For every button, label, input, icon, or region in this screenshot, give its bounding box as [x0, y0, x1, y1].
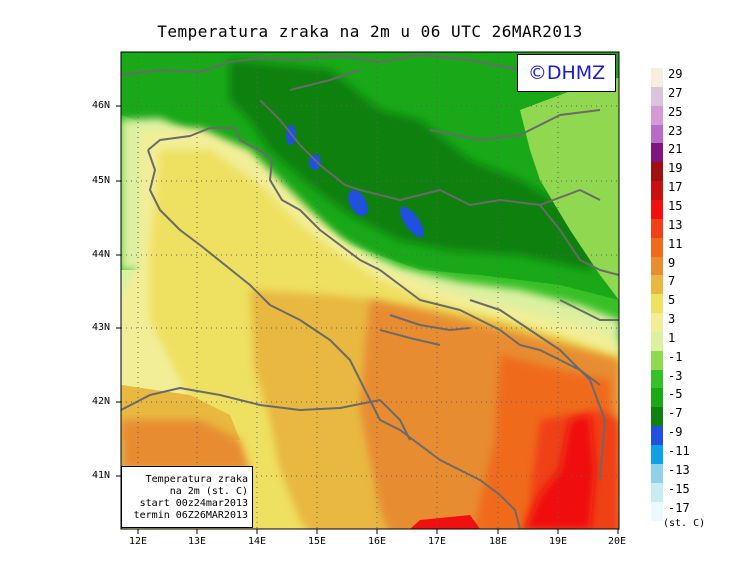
field-dark-green [230, 60, 600, 270]
legend-swatch [651, 256, 663, 276]
field-red [525, 415, 595, 529]
lon-label-20e: 20E [608, 536, 627, 547]
field-red-south [410, 515, 480, 529]
legend-label: 5 [668, 293, 676, 308]
legend-swatch [651, 294, 663, 314]
legend-swatch [651, 331, 663, 351]
legend-label: 11 [668, 236, 683, 251]
legend-swatch [651, 143, 663, 163]
info-line-4: termin 06Z26MAR2013 [133, 510, 248, 521]
lat-label-45n: 45N [92, 175, 111, 186]
legend-label: -3 [668, 368, 683, 383]
info-line-2: na 2m (st. C) [169, 486, 248, 497]
info-line-3: start 00z24mar2013 [139, 498, 248, 509]
cold-spot-4 [400, 206, 424, 238]
legend-label: -17 [668, 500, 690, 515]
legend-swatch [651, 501, 663, 521]
legend-swatch [651, 313, 663, 333]
field-light-green-east [520, 78, 619, 300]
legend-swatch [651, 105, 663, 125]
legend-label: 29 [668, 67, 683, 81]
lat-label-42n: 42N [92, 396, 111, 407]
legend-label: 3 [668, 312, 676, 327]
legend-swatch [651, 482, 663, 502]
legend-label: 1 [668, 330, 676, 345]
legend-label: 15 [668, 198, 683, 213]
cold-spot-3 [348, 190, 368, 216]
legend-label: -7 [668, 406, 683, 421]
lon-label-19e: 19E [549, 536, 568, 547]
lon-label-17e: 17E [428, 536, 447, 547]
legend-swatch [651, 407, 663, 427]
legend-label: 27 [668, 85, 683, 100]
legend-label: -11 [668, 444, 690, 458]
lat-label-43n: 43N [92, 322, 111, 333]
lat-label-46n: 46N [92, 100, 111, 111]
dhmz-logo: ©DHMZ [517, 54, 616, 92]
legend-swatch [651, 86, 663, 106]
legend-swatch [651, 369, 663, 389]
lat-lon-grid [121, 52, 619, 529]
legend-unit: (st. C) [663, 518, 706, 529]
lon-label-13e: 13E [188, 536, 207, 547]
map-frame [120, 51, 620, 530]
legend-swatch [651, 463, 663, 483]
legend-label: 9 [668, 255, 676, 270]
legend-swatch [651, 426, 663, 446]
legend-label: 13 [668, 217, 683, 232]
axis-ticks [116, 105, 619, 534]
info-box: Temperatura zraka na 2m (st. C) start 00… [121, 466, 253, 528]
legend-label: 17 [668, 180, 683, 195]
coastlines [121, 54, 619, 529]
legend-label: 19 [668, 161, 683, 176]
lon-label-12e: 12E [129, 536, 148, 547]
legend-label: 25 [668, 104, 683, 119]
info-line-1: Temperatura zraka [145, 474, 248, 485]
legend-label: 7 [668, 274, 676, 289]
legend-swatch [651, 68, 663, 87]
legend-label: 23 [668, 123, 683, 138]
legend-label: 21 [668, 142, 683, 157]
lon-label-18e: 18E [489, 536, 508, 547]
legend-swatch [651, 237, 663, 257]
legend-label: -5 [668, 387, 683, 402]
map-title: Temperatura zraka na 2m u 06 UTC 26MAR20… [157, 22, 583, 41]
lon-label-16e: 16E [368, 536, 387, 547]
legend-swatch [651, 445, 663, 464]
legend-swatch [651, 218, 663, 238]
lon-label-14e: 14E [248, 536, 267, 547]
lon-label-15e: 15E [308, 536, 327, 547]
legend-swatch [651, 388, 663, 408]
legend-swatch [651, 162, 663, 182]
legend-label: -9 [668, 425, 683, 440]
legend-label: -13 [668, 462, 690, 477]
legend-swatch [651, 350, 663, 370]
legend-swatch [651, 275, 663, 295]
lat-label-44n: 44N [92, 249, 111, 260]
legend-swatch [651, 199, 663, 219]
legend-label: -15 [668, 481, 690, 496]
legend-swatch [651, 124, 663, 144]
field-orange-sw [121, 420, 250, 470]
legend-swatch [651, 181, 663, 201]
legend-label: -1 [668, 349, 683, 364]
lat-label-41n: 41N [92, 470, 111, 481]
